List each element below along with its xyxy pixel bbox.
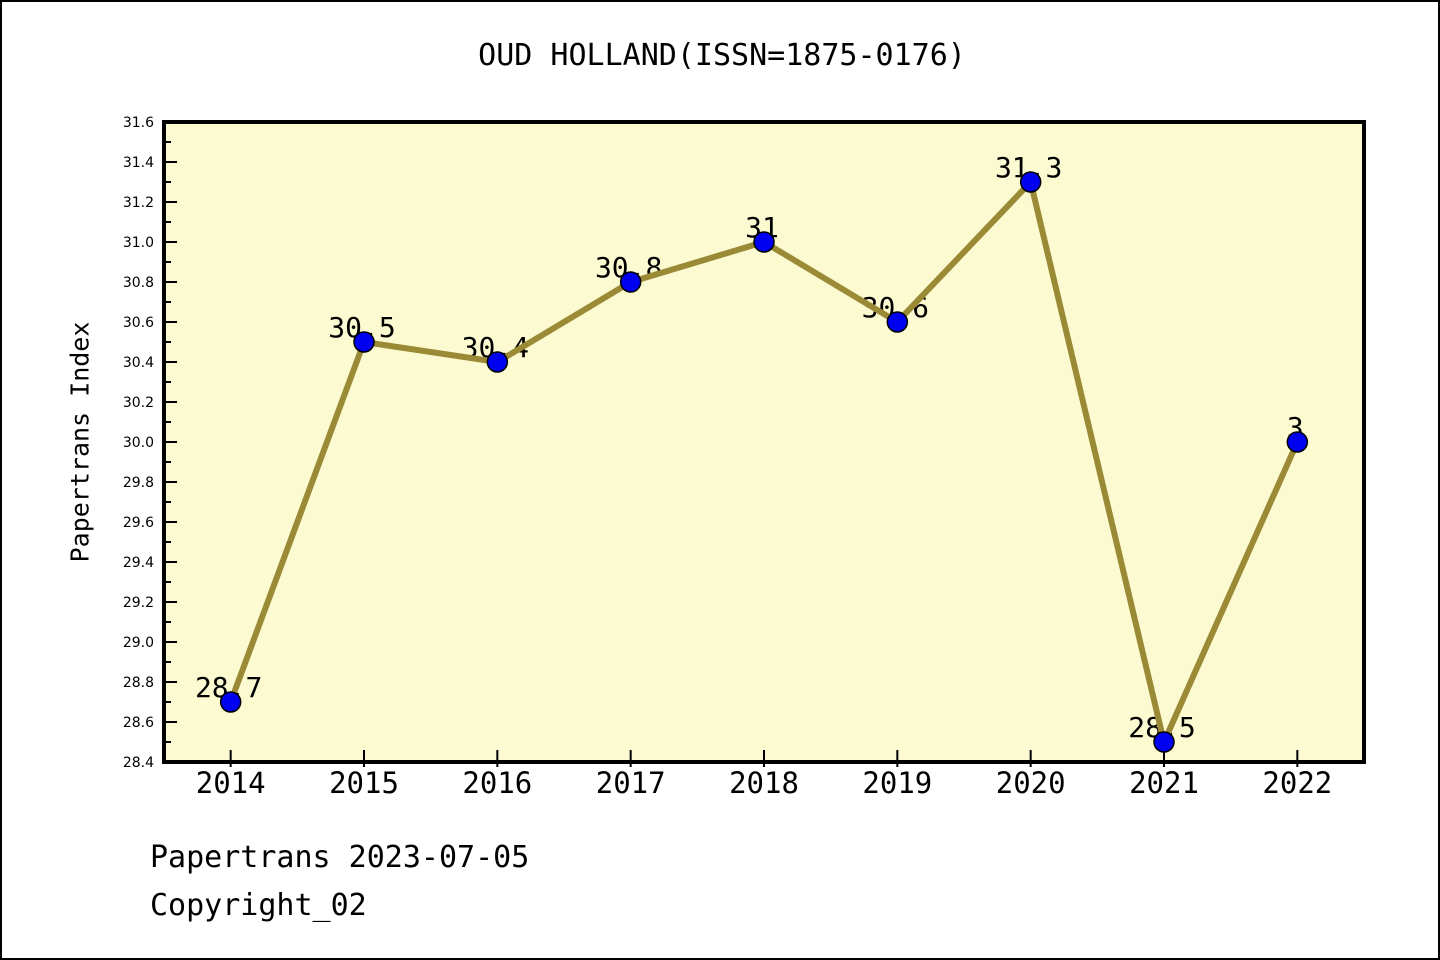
data-point-marker <box>753 231 775 253</box>
x-axis-tick-label: 2014 <box>196 766 266 800</box>
y-axis-tick-label: 31.2 <box>123 195 154 211</box>
data-point-marker <box>1286 431 1309 453</box>
x-axis-tick-label: 2015 <box>329 766 399 800</box>
x-axis-tick-label: 2018 <box>729 766 799 800</box>
y-axis-tick-label: 30.2 <box>123 395 154 411</box>
y-axis-tick-label: 29.8 <box>123 475 154 491</box>
y-axis-tick-label: 31.6 <box>123 115 154 131</box>
y-axis-tick-label: 28.4 <box>123 755 154 771</box>
y-axis-tick-label: 31.4 <box>123 155 154 171</box>
y-axis-tick-label: 28.8 <box>123 675 154 691</box>
plot-area <box>164 122 1364 762</box>
data-point-marker <box>886 311 909 333</box>
footer-copyright: Copyright_02 <box>150 888 367 923</box>
y-axis-tick-label: 29.4 <box>123 555 154 571</box>
data-point-marker <box>1019 171 1042 193</box>
x-axis-tick-label: 2019 <box>862 766 932 800</box>
y-axis-tick-label: 30.8 <box>123 275 154 291</box>
y-axis-tick-label: 30.0 <box>123 435 154 451</box>
y-axis-tick-label: 30.4 <box>123 355 154 371</box>
plot-border <box>162 120 1366 764</box>
data-point-marker <box>486 351 509 373</box>
y-axis-tick-label: 29.6 <box>123 515 154 531</box>
x-axis-tick-label: 2017 <box>596 766 666 800</box>
footer-source-date: Papertrans 2023-07-05 <box>150 840 530 875</box>
data-point-marker <box>219 691 242 713</box>
x-axis-tick-label: 2021 <box>1129 766 1199 800</box>
data-point-marker <box>353 331 375 353</box>
x-axis-tick-label: 2016 <box>462 766 532 800</box>
x-axis-tick-label: 2022 <box>1262 766 1332 800</box>
y-axis-tick-label: 29.2 <box>123 595 154 611</box>
data-point-marker <box>1153 731 1175 753</box>
x-axis-tick-label: 2020 <box>996 766 1066 800</box>
y-axis-tick-label: 28.6 <box>123 715 154 731</box>
chart-title: OUD HOLLAND(ISSN=1875-0176) <box>478 38 966 73</box>
y-axis-tick-label: 31.0 <box>123 235 154 251</box>
y-axis-tick-label: 29.0 <box>123 635 154 651</box>
data-point-marker <box>619 271 642 293</box>
y-axis-tick-label: 30.6 <box>123 315 154 331</box>
